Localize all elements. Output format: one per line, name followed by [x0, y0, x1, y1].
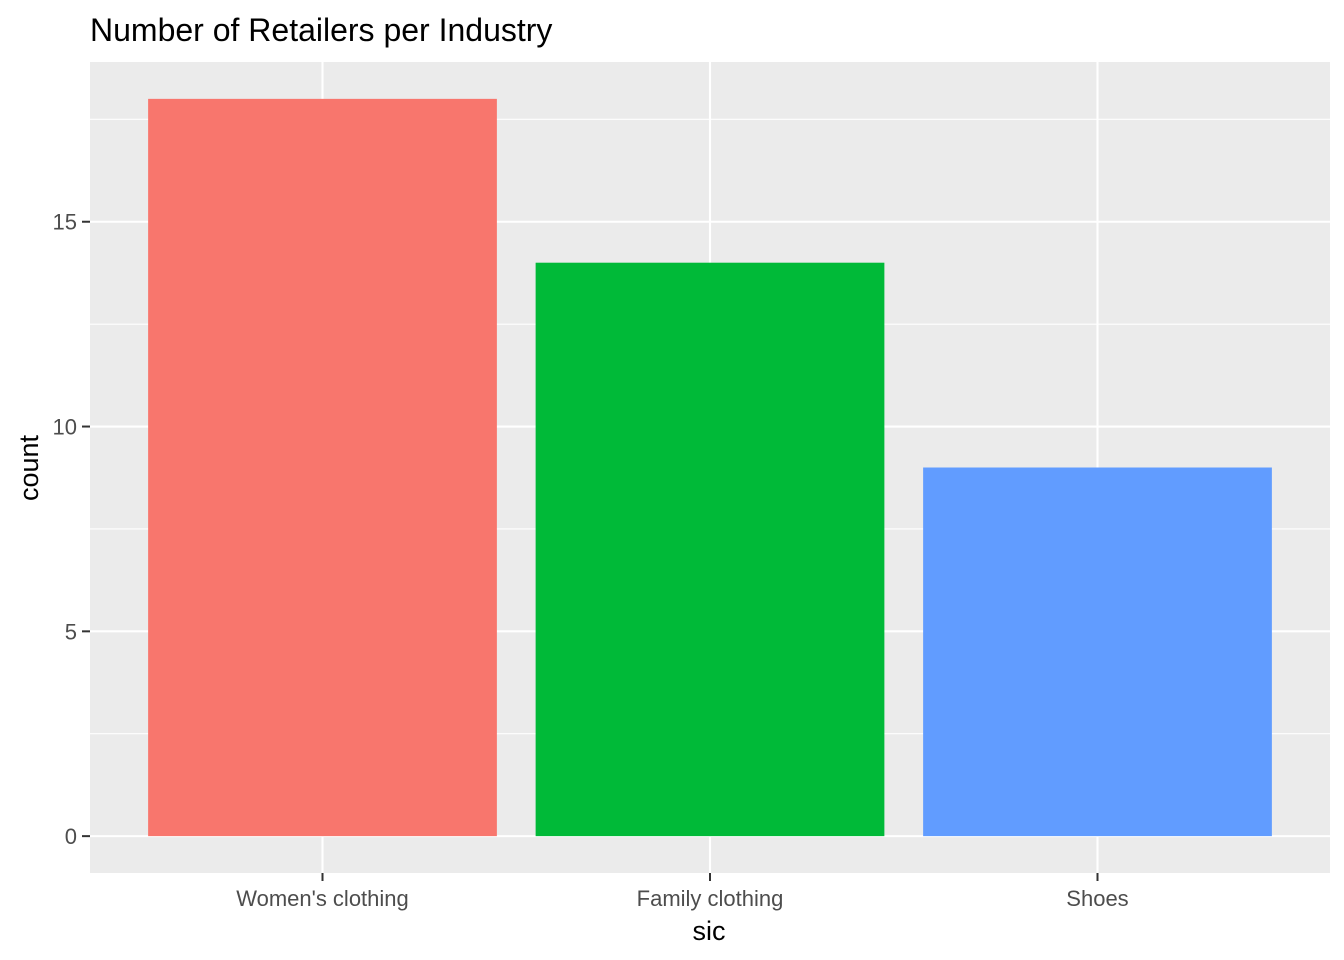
- bar-0: [148, 98, 497, 837]
- chart-title: Number of Retailers per Industry: [90, 12, 552, 48]
- y-tick-label-3: 15: [53, 210, 77, 235]
- bar-2: [923, 467, 1272, 837]
- plot-panel: [90, 62, 1330, 873]
- x-tick-label-0: Women's clothing: [236, 886, 409, 911]
- x-tick-label-2: Shoes: [1066, 886, 1128, 911]
- x-tick-label-1: Family clothing: [637, 886, 784, 911]
- y-tick-label-2: 10: [53, 415, 77, 440]
- bar-1: [535, 262, 885, 837]
- y-tick-label-1: 5: [65, 619, 77, 644]
- y-tick-label-0: 0: [65, 824, 77, 849]
- y-axis-label: count: [14, 434, 44, 501]
- x-axis: Women's clothing Family clothing Shoes: [236, 873, 1129, 911]
- x-axis-label: sic: [693, 916, 726, 946]
- bars: [148, 98, 1272, 837]
- y-axis: 0 5 10 15: [53, 210, 90, 849]
